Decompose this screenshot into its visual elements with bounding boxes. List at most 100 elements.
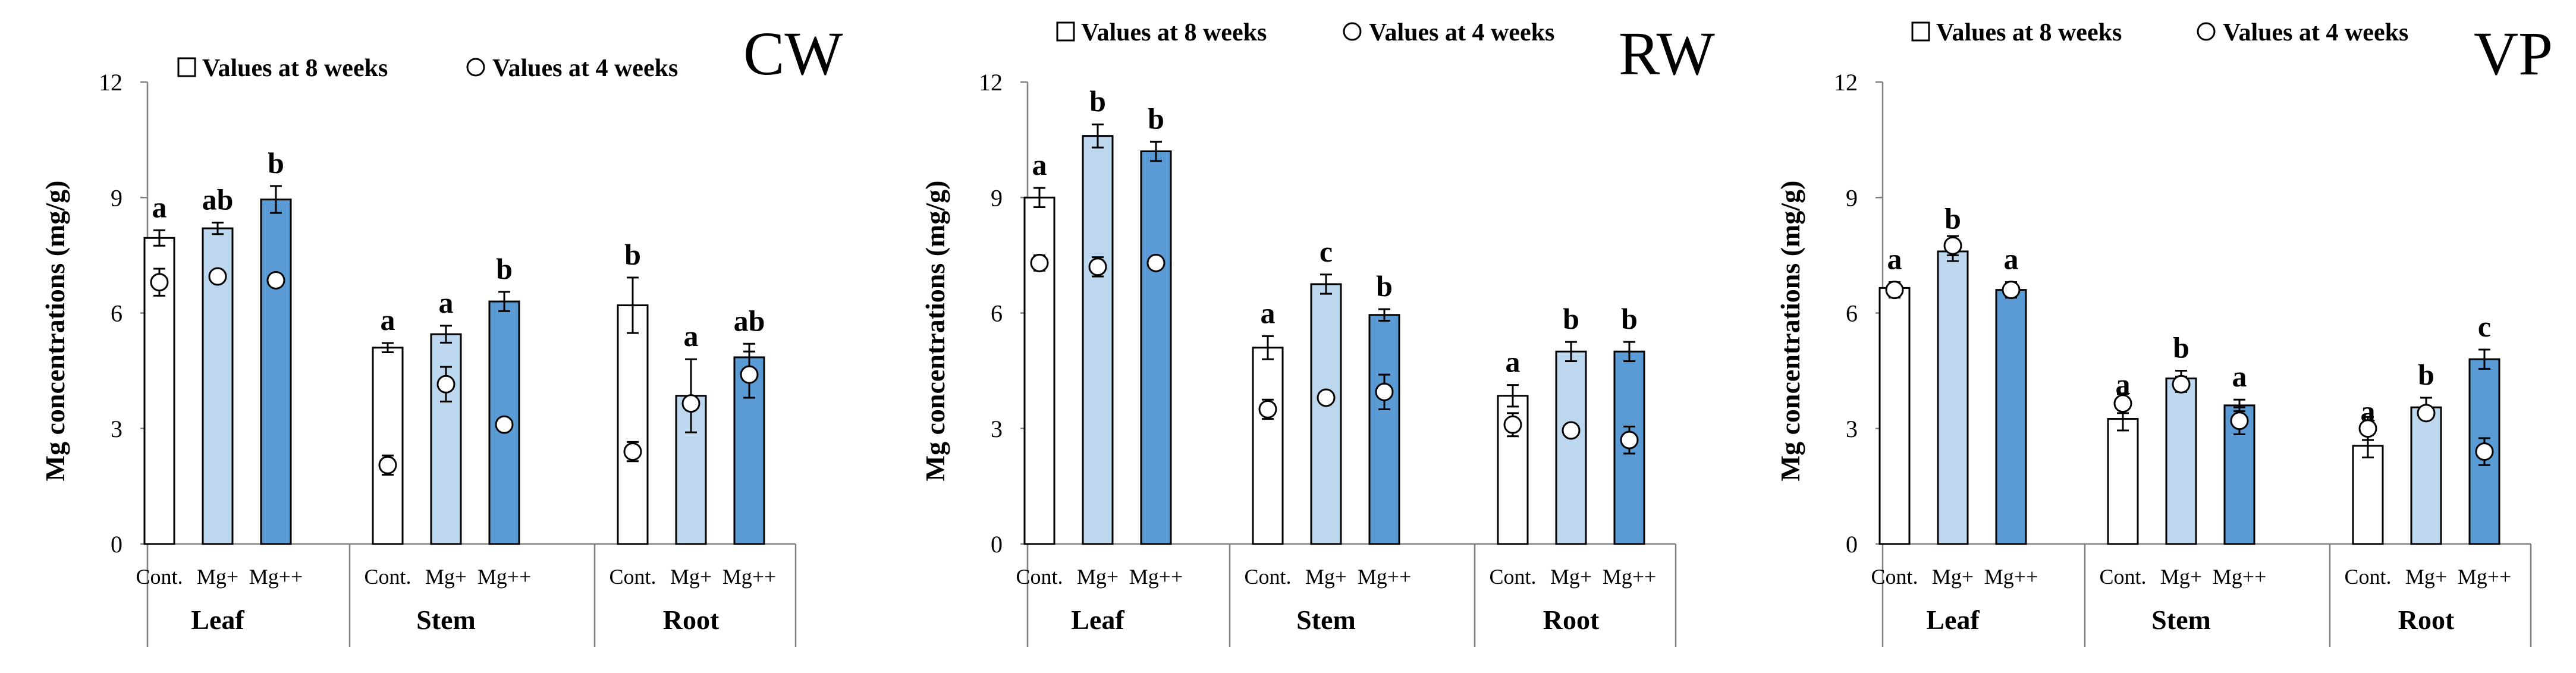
point-4wk bbox=[1317, 388, 1336, 407]
x-category-label: Mg+ bbox=[1550, 565, 1592, 589]
y-tick-label: 6 bbox=[1846, 300, 1858, 327]
y-tick-label: 3 bbox=[1846, 416, 1858, 442]
group-label-stem: Stem bbox=[1296, 605, 1356, 635]
legend-label-8-weeks: Values at 8 weeks bbox=[1081, 19, 1267, 46]
x-category-label: Mg+ bbox=[1305, 565, 1347, 589]
significance-letter: a bbox=[1261, 296, 1276, 329]
y-tick-label: 3 bbox=[111, 416, 122, 442]
x-category-label: Mg+ bbox=[197, 565, 238, 589]
significance-letter: b bbox=[2173, 331, 2189, 364]
significance-letter: ab bbox=[734, 304, 765, 337]
point-4wk bbox=[1375, 382, 1394, 401]
significance-letter: b bbox=[268, 146, 284, 180]
significance-letter: b bbox=[2418, 358, 2434, 391]
chart-panel-rw: 0 3 6 9 12 Mg concentrations (mg/g) RW Values a… bbox=[920, 19, 1715, 647]
bar-root-1 bbox=[2410, 406, 2442, 545]
group-label-stem: Stem bbox=[416, 605, 476, 635]
point-4wk bbox=[1943, 236, 1962, 255]
x-category-label: Cont. bbox=[1016, 565, 1063, 589]
significance-letter: a bbox=[381, 303, 395, 336]
significance-letter: b bbox=[1944, 202, 1961, 235]
group-label-root: Root bbox=[1543, 605, 1600, 635]
panel-title: CW bbox=[743, 20, 843, 88]
bar-stem-0 bbox=[1252, 347, 1284, 545]
y-tick-label: 9 bbox=[111, 184, 122, 211]
panel-title: RW bbox=[1619, 20, 1715, 88]
group-label-leaf: Leaf bbox=[1926, 605, 1980, 635]
point-4wk bbox=[2113, 394, 2132, 413]
significance-letter: b bbox=[496, 252, 513, 285]
group-label-leaf: Leaf bbox=[1071, 605, 1124, 635]
y-tick-label: 0 bbox=[111, 531, 122, 558]
significance-letter: b bbox=[1089, 84, 1106, 118]
point-4wk bbox=[378, 455, 397, 474]
legend-swatch-8-weeks bbox=[1056, 21, 1075, 42]
point-4wk bbox=[1088, 257, 1107, 276]
significance-letter: b bbox=[1376, 269, 1393, 303]
point-4wk bbox=[2475, 442, 2494, 461]
x-category-label: Mg+ bbox=[1932, 565, 1974, 589]
significance-letter: b bbox=[1148, 102, 1164, 135]
bar-stem-2 bbox=[1368, 314, 1400, 545]
bar-stem-1 bbox=[1310, 283, 1342, 545]
point-4wk bbox=[495, 415, 514, 434]
legend-marker-4-weeks bbox=[2197, 22, 2216, 41]
y-tick-label: 0 bbox=[1846, 531, 1858, 558]
x-category-label: Mg++ bbox=[1603, 565, 1657, 589]
point-4wk bbox=[150, 273, 169, 292]
x-category-label: Cont. bbox=[1244, 565, 1291, 589]
x-category-label: Mg++ bbox=[722, 565, 777, 589]
bar-leaf-2 bbox=[1140, 150, 1172, 545]
point-4wk bbox=[2230, 411, 2249, 430]
bar-leaf-1 bbox=[1082, 135, 1114, 545]
group-label-root: Root bbox=[663, 605, 720, 635]
significance-letter: b bbox=[1563, 302, 1579, 335]
bar-root-1 bbox=[1555, 350, 1587, 545]
x-category-label: Mg+ bbox=[670, 565, 712, 589]
x-category-label: Mg+ bbox=[425, 565, 467, 589]
y-axis-title: Mg concentrations (mg/g) bbox=[1775, 181, 1805, 482]
point-4wk bbox=[2417, 404, 2436, 423]
significance-letter: a bbox=[439, 286, 454, 319]
bar-leaf-0 bbox=[1878, 287, 1911, 545]
significance-letter: c bbox=[1320, 235, 1333, 268]
point-4wk bbox=[1030, 253, 1049, 272]
legend-swatch-8-weeks bbox=[1911, 21, 1930, 42]
x-category-label: Mg++ bbox=[477, 565, 532, 589]
legend-label-4-weeks: Values at 4 weeks bbox=[492, 55, 678, 82]
point-4wk bbox=[1258, 400, 1277, 419]
x-category-label: Mg++ bbox=[1984, 565, 2038, 589]
point-4wk bbox=[2002, 281, 2021, 300]
significance-letter: ab bbox=[202, 183, 234, 216]
x-category-label: Mg++ bbox=[1358, 565, 1412, 589]
group-label-leaf: Leaf bbox=[191, 605, 244, 635]
significance-letter: a bbox=[2004, 243, 2019, 276]
significance-letter: a bbox=[2232, 360, 2247, 393]
group-label-stem: Stem bbox=[2151, 605, 2211, 635]
x-category-label: Mg++ bbox=[249, 565, 303, 589]
bar-leaf-1 bbox=[1937, 250, 1969, 545]
x-category-label: Cont. bbox=[609, 565, 656, 589]
bar-stem-2 bbox=[488, 300, 520, 545]
y-tick-label: 0 bbox=[991, 531, 1003, 558]
y-tick-label: 6 bbox=[111, 300, 122, 327]
y-tick-label: 12 bbox=[1834, 69, 1858, 96]
y-tick-label: 3 bbox=[991, 416, 1003, 442]
panel-title: VP bbox=[2474, 20, 2553, 88]
significance-letter: a bbox=[684, 319, 699, 353]
chart-panel-vp: 0 3 6 9 12 Mg concentrations (mg/g) VP Values a… bbox=[1775, 19, 2553, 647]
significance-letter: a bbox=[1887, 243, 1902, 276]
bar-root-0 bbox=[2352, 445, 2384, 545]
point-4wk bbox=[2172, 375, 2191, 394]
y-axis-title: Mg concentrations (mg/g) bbox=[920, 181, 950, 482]
legend-label-4-weeks: Values at 4 weeks bbox=[1369, 19, 1554, 46]
bar-stem-1 bbox=[2165, 378, 2197, 545]
x-category-label: Mg+ bbox=[1077, 565, 1119, 589]
bar-stem-1 bbox=[430, 333, 462, 545]
y-tick-label: 12 bbox=[979, 69, 1003, 96]
y-tick-label: 6 bbox=[991, 300, 1003, 327]
group-label-root: Root bbox=[2398, 605, 2455, 635]
point-4wk bbox=[208, 267, 227, 286]
point-4wk bbox=[1503, 415, 1522, 434]
x-category-label: Mg++ bbox=[2213, 565, 2267, 589]
